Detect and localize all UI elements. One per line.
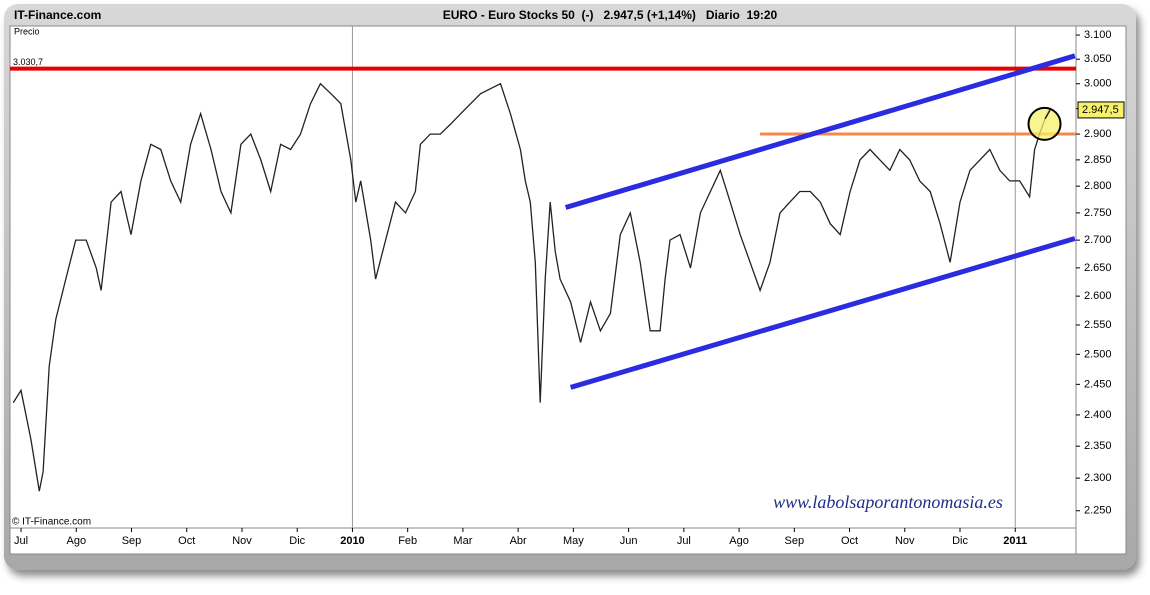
y-tick-label: 2.450: [1084, 378, 1112, 390]
x-tick-label: Oct: [178, 535, 195, 547]
highlight-circle: [1027, 106, 1062, 141]
x-tick-label: Mar: [453, 535, 472, 547]
y-tick-label: 3.100: [1084, 29, 1112, 41]
y-axis-label: Precio: [14, 26, 40, 36]
x-tick-label: Jul: [677, 535, 691, 547]
x-tick-label: Sep: [785, 535, 805, 547]
y-tick-label: 3.000: [1084, 78, 1112, 90]
y-tick-label: 2.350: [1084, 440, 1112, 452]
x-tick-label: Abr: [510, 535, 527, 547]
last-price-label: 2.947,5: [1082, 104, 1119, 116]
y-tick-label: 2.850: [1084, 154, 1112, 166]
y-tick-label: 2.650: [1084, 262, 1112, 274]
chart-title: EURO - Euro Stocks 50 (-) 2.947,5 (+1,14…: [443, 8, 778, 22]
site-name: IT-Finance.com: [14, 8, 101, 22]
y-tick-label: 2.300: [1084, 472, 1112, 484]
x-tick-label: Nov: [895, 535, 915, 547]
x-tick-label: Jun: [620, 535, 638, 547]
last-price-tag: [1077, 101, 1125, 119]
y-tick-label: 2.250: [1084, 505, 1112, 517]
copyright: © IT-Finance.com: [12, 517, 91, 528]
price-line: [12, 82, 1051, 492]
x-tick-label: 2011: [1003, 535, 1027, 547]
y-tick-label: 2.800: [1084, 180, 1112, 192]
x-tick-label: Sep: [122, 535, 142, 547]
y-tick-label: 2.550: [1084, 319, 1112, 331]
y-tick-label: 2.750: [1084, 207, 1112, 219]
x-tick-label: Ago: [66, 535, 86, 547]
x-tick-label: 2010: [340, 535, 364, 547]
y-tick-label: 2.700: [1084, 234, 1112, 246]
x-tick-label: Oct: [841, 535, 858, 547]
x-tick-label: Dic: [289, 535, 305, 547]
watermark: www.labolsaporantonomasia.es: [773, 492, 1003, 512]
y-tick-label: 2.600: [1084, 290, 1112, 302]
x-tick-label: Ago: [729, 535, 749, 547]
x-tick-label: Nov: [232, 535, 252, 547]
x-axis-area: [9, 527, 1077, 555]
line-label: 3.030,7: [13, 57, 43, 67]
x-tick-label: Feb: [398, 535, 417, 547]
y-tick-label: 2.900: [1084, 128, 1112, 140]
y-tick-label: 2.400: [1084, 409, 1112, 421]
y-tick-label: 3.050: [1084, 53, 1112, 65]
x-tick-label: Dic: [952, 535, 968, 547]
price-line-end: [1044, 109, 1051, 120]
trend-line: [564, 53, 1076, 210]
y-tick-label: 2.500: [1084, 348, 1112, 360]
x-tick-label: May: [563, 535, 584, 547]
x-tick-label: Jul: [14, 535, 28, 547]
trend-line: [569, 236, 1076, 390]
